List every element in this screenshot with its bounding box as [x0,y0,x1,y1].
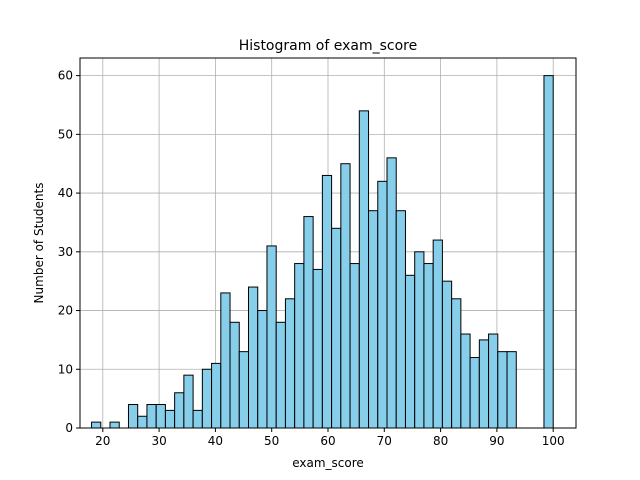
histogram-bar [497,351,508,429]
histogram-bar [229,321,240,429]
histogram-bar [192,409,203,429]
histogram-bar [386,157,397,429]
y-axis-ticks: 0 10 20 30 40 50 60 [58,69,80,435]
histogram-bar [183,374,194,429]
x-tick-label: 80 [433,434,448,448]
x-tick-label: 100 [542,434,565,448]
x-axis-label: exam_score [292,456,364,470]
histogram-bar [469,357,480,429]
histogram-bar [303,216,314,429]
histogram-bar [201,368,213,429]
histogram-bar [451,298,462,429]
histogram-bar [395,210,406,429]
histogram-bar [211,362,222,429]
histogram-bar [543,75,554,429]
y-tick-label: 50 [58,127,73,141]
histogram-bar [266,245,277,429]
histogram-bar [340,163,351,429]
histogram-bar [312,268,323,429]
histogram-bar [238,351,250,429]
x-tick-label: 70 [377,434,392,448]
histogram-bar [155,404,166,429]
histogram-bar [423,263,434,429]
histogram-bar [506,351,517,429]
histogram-bar [358,110,370,429]
y-tick-label: 10 [58,362,73,376]
histogram-bar [294,263,305,429]
histogram-bar [257,310,268,429]
histogram-bar [404,274,416,429]
histogram-bar [164,409,176,429]
y-tick-label: 30 [58,245,73,259]
histogram-bar [91,421,102,429]
histogram-bar [321,174,333,429]
histogram-bar [460,333,471,429]
y-tick-label: 40 [58,186,73,200]
histogram-bar [368,210,379,429]
x-tick-label: 50 [264,434,279,448]
x-tick-label: 60 [320,434,335,448]
histogram-bar [137,415,148,429]
histogram-bar [284,298,296,429]
x-tick-label: 20 [95,434,110,448]
chart-title: Histogram of exam_score [239,38,418,54]
y-tick-label: 0 [65,421,73,435]
histogram-bar [220,292,231,429]
histogram-bar [127,404,139,429]
histogram-bar [432,239,443,429]
histogram-bar [146,404,157,429]
y-tick-label: 60 [58,69,73,83]
histogram-bar [331,227,342,429]
histogram-bar [248,286,259,429]
x-tick-label: 40 [208,434,223,448]
histogram-bars [91,75,554,429]
histogram-bar [275,321,286,429]
histogram-bar [174,392,185,429]
histogram-bar [414,251,425,429]
y-tick-label: 20 [58,304,73,318]
y-axis-label: Number of Students [32,183,46,304]
histogram-bar [488,333,499,429]
x-axis-ticks: 20 30 40 50 60 70 80 90 100 [95,428,565,448]
x-tick-label: 90 [489,434,504,448]
x-tick-label: 30 [151,434,166,448]
histogram-bar [377,180,388,429]
histogram-bar [441,280,453,429]
histogram-bar [349,263,360,429]
histogram-bar [109,421,120,429]
histogram-bar [478,339,490,429]
